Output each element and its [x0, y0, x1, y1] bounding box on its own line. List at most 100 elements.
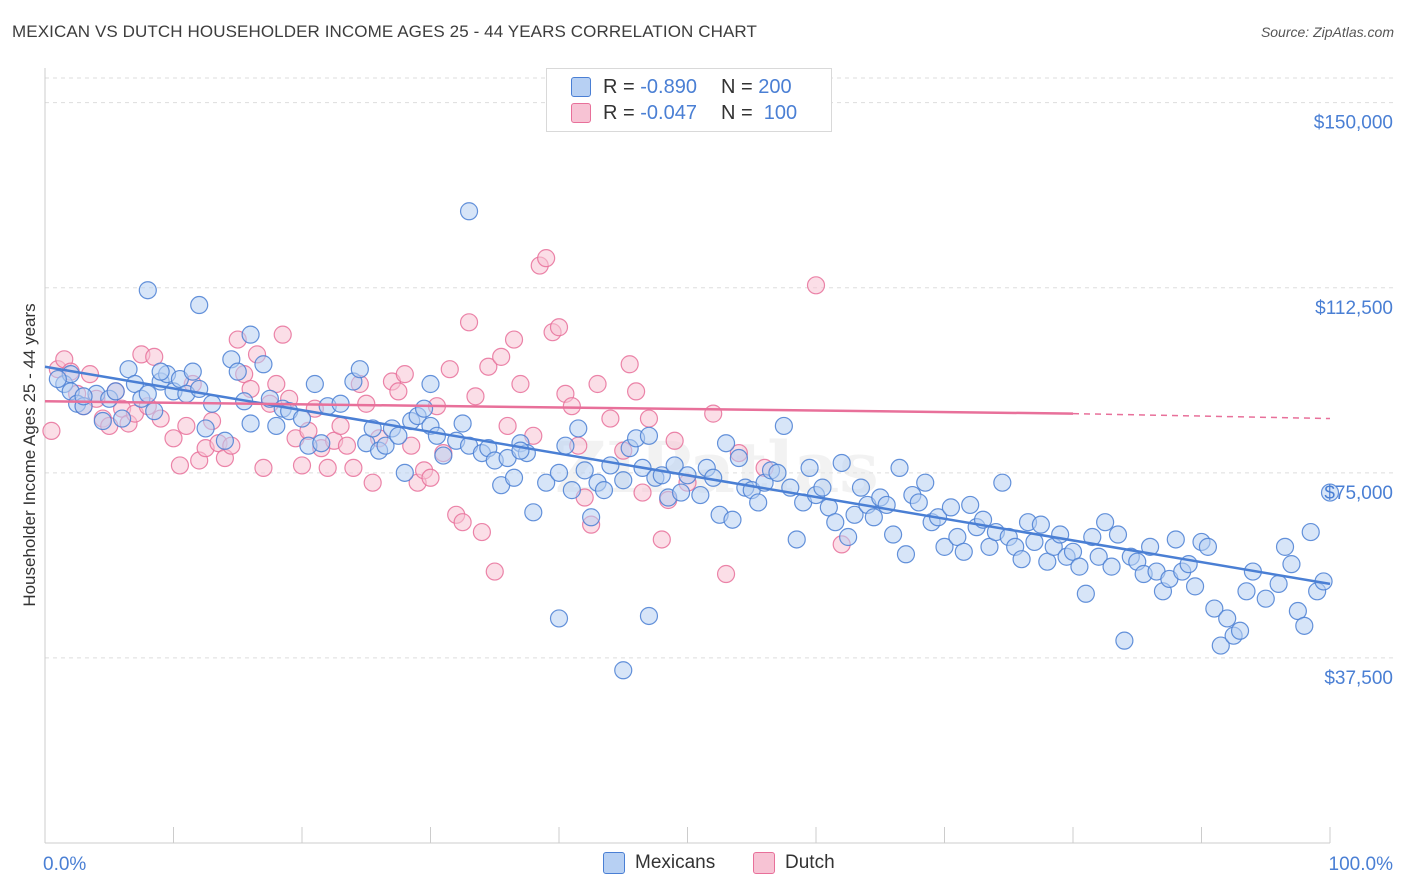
r-value: -0.047: [640, 101, 697, 124]
data-point: [389, 382, 408, 401]
data-point: [993, 473, 1012, 492]
data-point: [1282, 555, 1301, 574]
data-point: [273, 325, 292, 344]
data-point: [1211, 636, 1230, 655]
data-point: [716, 434, 736, 453]
data-point: [941, 498, 961, 517]
data-point: [614, 661, 633, 680]
data-point: [292, 456, 312, 475]
data-point: [839, 527, 858, 547]
x-tick-label-end: 100.0%: [1329, 854, 1394, 875]
data-point: [504, 468, 524, 487]
data-point: [459, 202, 479, 221]
data-point: [472, 522, 491, 542]
data-point: [318, 458, 337, 478]
data-point: [864, 508, 883, 527]
data-point: [524, 503, 543, 522]
data-point: [883, 525, 903, 544]
data-point: [768, 463, 787, 482]
data-point: [421, 374, 440, 394]
x-tick-labels: 0.0% 100.0%: [43, 854, 1393, 875]
data-point: [1218, 609, 1237, 628]
data-point: [292, 409, 312, 428]
data-point: [1012, 550, 1031, 569]
data-point: [1275, 537, 1295, 556]
r-value: -0.890: [640, 75, 697, 98]
data-point: [826, 513, 845, 532]
data-point: [549, 318, 569, 337]
data-point: [582, 508, 601, 527]
data-point: [453, 513, 472, 532]
data-point: [537, 249, 556, 268]
n-label: N =: [720, 75, 753, 98]
data-point: [511, 441, 530, 460]
data-point: [626, 382, 646, 401]
r-label: R =: [603, 101, 635, 124]
data-point: [453, 414, 472, 433]
data-point: [691, 485, 710, 505]
n-value: 100: [763, 101, 798, 124]
y-tick-label: $37,500: [1324, 668, 1393, 689]
data-point: [112, 409, 132, 428]
data-point: [395, 463, 414, 482]
data-point: [601, 409, 620, 428]
data-point: [440, 360, 459, 379]
data-point: [1076, 584, 1095, 603]
series-legend: Mexicans Dutch: [0, 852, 1406, 878]
data-point: [228, 362, 247, 381]
trend-line-mexicans: [44, 365, 1331, 586]
legend-item-mexicans[interactable]: Mexicans: [603, 852, 715, 874]
data-point: [331, 416, 350, 436]
data-point: [241, 414, 260, 433]
data-point: [492, 347, 511, 366]
data-point: [1083, 527, 1102, 547]
data-point: [594, 481, 614, 500]
data-point: [196, 419, 215, 438]
data-point: [337, 436, 357, 455]
data-point: [845, 505, 864, 524]
source-label: Source: ZipAtlas.com: [1260, 24, 1394, 40]
legend-item-dutch[interactable]: Dutch: [753, 852, 835, 874]
series-dutch-points: [42, 249, 851, 584]
data-point: [639, 606, 659, 626]
data-point: [312, 434, 331, 453]
data-point: [402, 436, 421, 455]
data-point: [363, 419, 382, 438]
data-point: [138, 281, 157, 300]
data-point: [305, 374, 324, 394]
data-point: [549, 609, 569, 628]
mexicans-legend-label: Mexicans: [635, 852, 716, 873]
data-point: [935, 537, 954, 556]
data-point: [1320, 483, 1340, 502]
data-point: [916, 473, 935, 492]
data-point: [145, 402, 164, 421]
data-point: [1301, 522, 1320, 542]
dutch-legend-swatch: [753, 852, 775, 874]
data-point: [151, 362, 170, 381]
data-point: [190, 295, 209, 315]
data-point: [48, 369, 67, 389]
data-point: [890, 458, 909, 478]
data-point: [434, 446, 453, 465]
data-point: [106, 382, 125, 401]
data-point: [1096, 513, 1115, 532]
data-point: [954, 542, 973, 561]
data-point: [549, 463, 569, 482]
data-point: [671, 483, 691, 502]
y-tick-labels: $37,500 $75,000 $112,500 $150,000: [1314, 113, 1393, 689]
data-point: [389, 426, 408, 445]
data-point: [504, 330, 524, 349]
n-value: 200: [758, 75, 792, 98]
data-point: [93, 411, 112, 431]
data-point: [787, 530, 806, 549]
data-point: [459, 313, 479, 332]
data-point: [1166, 530, 1185, 549]
data-point: [851, 478, 871, 497]
data-point: [800, 458, 819, 478]
data-point: [414, 399, 434, 418]
data-point: [588, 374, 607, 394]
data-point: [639, 426, 659, 445]
data-point: [665, 431, 684, 450]
data-point: [537, 473, 556, 492]
